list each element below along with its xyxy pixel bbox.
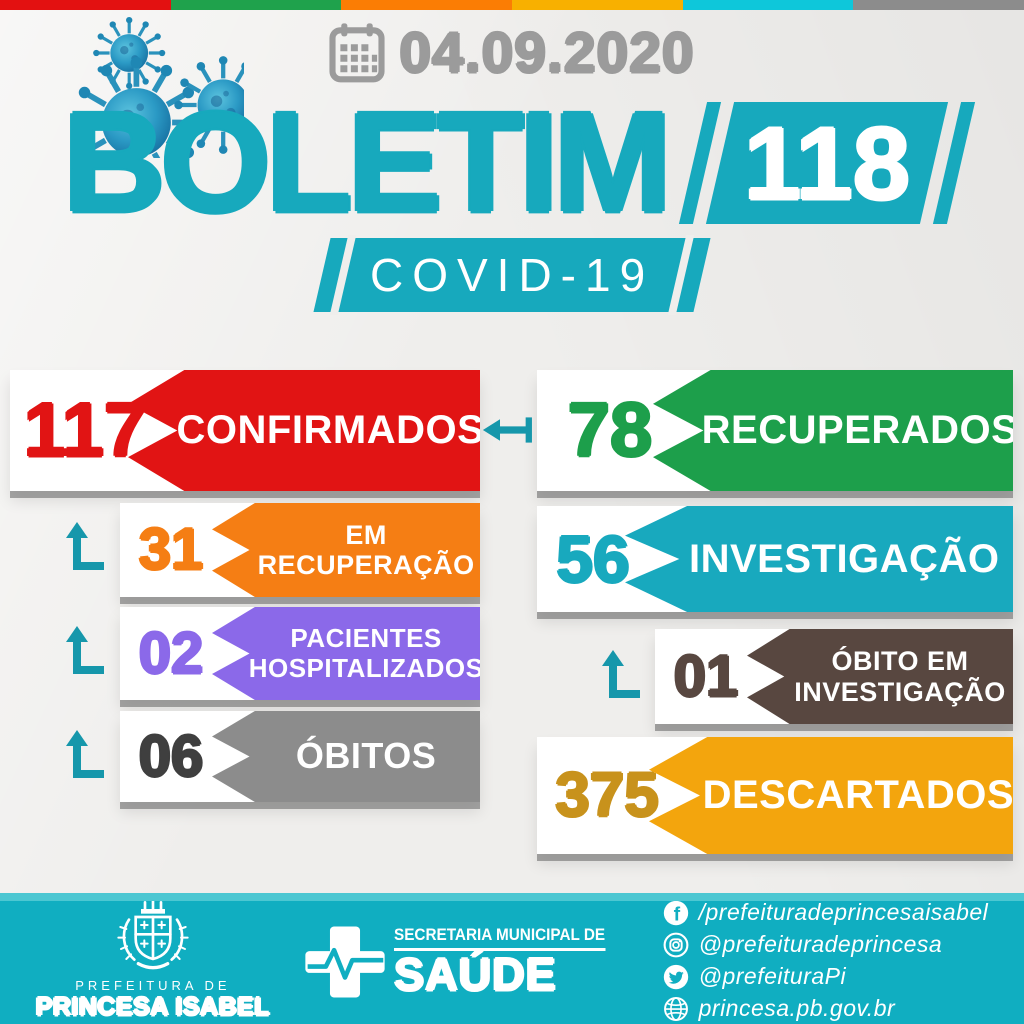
social-instagram[interactable]: @prefeituradeprincesa: [663, 931, 989, 958]
stat-label: CONFIRMADOS: [176, 408, 485, 453]
stat-band: INVESTIGAÇÃO: [625, 506, 1013, 612]
stat-label: INVESTIGAÇÃO: [688, 536, 1000, 581]
stat-value: 56: [556, 522, 630, 596]
prefeitura-line1: PREFEITURA DE: [75, 978, 231, 993]
strip-segment-gray: [853, 0, 1024, 10]
slash-decoration: [667, 235, 695, 315]
social-handle: @prefeituraPi: [698, 963, 847, 989]
top-color-strip: [0, 0, 1024, 10]
link-arrow-icon: [482, 410, 536, 450]
indent-arrow-icon: [62, 624, 106, 676]
strip-segment-green: [170, 0, 342, 10]
stat-card-hospitalizados: 02 PACIENTES HOSPITALIZADOS: [120, 607, 480, 700]
stat-value: 31: [138, 517, 204, 582]
strip-segment-orange: [341, 0, 513, 10]
stat-band: ÓBITO EM INVESTIGAÇÃO: [747, 629, 1013, 724]
subtitle-row: COVID-19: [0, 235, 1024, 315]
stat-label: ÓBITOS: [295, 735, 437, 777]
stat-band: CONFIRMADOS: [128, 370, 480, 491]
calendar-icon: [329, 23, 385, 83]
social-handle: princesa.pb.gov.br: [698, 995, 896, 1021]
social-links: /prefeituradeprincesaisabel @prefeiturad…: [663, 899, 989, 1022]
stat-band: PACIENTES HOSPITALIZADOS: [212, 607, 480, 700]
slash-decoration: [329, 235, 357, 315]
strip-segment-red: [0, 0, 171, 10]
secretaria-line2: SAÚDE: [394, 948, 557, 1000]
social-website[interactable]: princesa.pb.gov.br: [663, 995, 989, 1022]
indent-arrow-icon: [598, 648, 642, 700]
stat-value: 02: [138, 620, 204, 686]
stat-value: 375: [555, 760, 659, 830]
indent-arrow-icon: [62, 728, 106, 780]
coat-of-arms-icon: [103, 897, 203, 977]
stat-label: DESCARTADOS: [702, 773, 1015, 818]
edition-badge: 118: [678, 102, 976, 224]
prefeitura-logo: PREFEITURA DE PRINCESA ISABEL: [36, 897, 270, 1022]
facebook-icon: [663, 900, 689, 926]
instagram-icon: [663, 932, 689, 958]
stat-value: 01: [673, 643, 739, 709]
edition-number: 118: [743, 105, 911, 221]
bulletin-date: 04.09.2020: [399, 21, 695, 85]
social-handle: /prefeituradeprincesaisabel: [698, 899, 989, 925]
stat-band: ÓBITOS: [212, 711, 480, 802]
globe-icon: [663, 996, 689, 1022]
twitter-icon: [663, 964, 689, 990]
stat-band: EM RECUPERAÇÃO: [212, 503, 480, 597]
social-handle: @prefeituradeprincesa: [698, 931, 943, 957]
secretaria-saude-logo: SECRETARIA MUNICIPAL DE SAÚDE: [304, 921, 629, 1003]
stat-band: DESCARTADOS: [649, 737, 1013, 854]
covid-banner: COVID-19: [313, 235, 711, 315]
stat-label: PACIENTES HOSPITALIZADOS: [248, 623, 484, 683]
strip-segment-amber: [512, 0, 683, 10]
social-facebook[interactable]: /prefeituradeprincesaisabel: [663, 899, 989, 926]
stat-value: 06: [138, 723, 204, 789]
stat-card-recuperados: 78 RECUPERADOS: [537, 370, 1013, 491]
stat-card-confirmados: 117 CONFIRMADOS: [10, 370, 480, 491]
stat-card-descartados: 375 DESCARTADOS: [537, 737, 1013, 854]
health-cross-icon: [304, 921, 386, 1003]
indent-arrow-icon: [62, 520, 106, 572]
page-title: BOLETIM: [62, 83, 672, 242]
title-row: BOLETIM 118: [0, 92, 1024, 234]
stat-label: RECUPERADOS: [701, 408, 1019, 453]
stat-label: EM RECUPERAÇÃO: [257, 519, 475, 580]
strip-segment-cyan: [682, 0, 854, 10]
stat-card-em-recuperacao: 31 EM RECUPERAÇÃO: [120, 503, 480, 597]
stat-value: 117: [23, 387, 147, 473]
stat-card-obitos: 06 ÓBITOS: [120, 711, 480, 802]
stat-card-obito-investigacao: 01 ÓBITO EM INVESTIGAÇÃO: [655, 629, 1013, 724]
date-row: 04.09.2020: [0, 20, 1024, 86]
stat-label: ÓBITO EM INVESTIGAÇÃO: [794, 646, 1006, 707]
subtitle-text: COVID-19: [369, 249, 655, 301]
prefeitura-line2: PRINCESA ISABEL: [35, 993, 271, 1021]
stat-value: 78: [567, 387, 653, 473]
stat-card-investigacao: 56 INVESTIGAÇÃO: [537, 506, 1013, 612]
secretaria-line1: SECRETARIA MUNICIPAL DE: [394, 925, 606, 951]
social-twitter[interactable]: @prefeituraPi: [663, 963, 989, 990]
edition-number-box: 118: [705, 102, 949, 224]
footer: PREFEITURA DE PRINCESA ISABEL SECRETARIA…: [0, 893, 1024, 1024]
stat-band: RECUPERADOS: [653, 370, 1013, 491]
